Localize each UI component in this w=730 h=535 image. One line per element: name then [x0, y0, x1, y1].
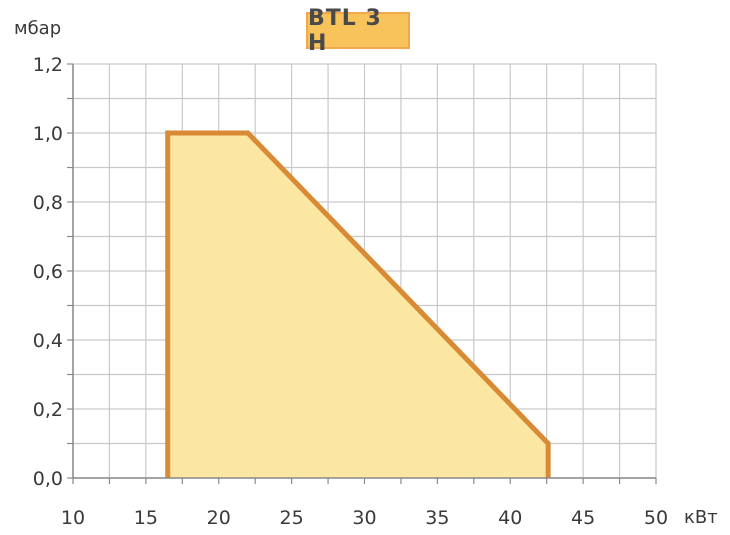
x-tick-label: 35 [425, 507, 449, 529]
x-tick-label: 25 [280, 507, 304, 529]
axes [67, 63, 657, 484]
y-tick-label: 0,0 [33, 468, 63, 490]
x-tick-label: 40 [498, 507, 522, 529]
y-tick-label: 0,8 [33, 192, 63, 214]
working-area [165, 130, 551, 478]
working-area-outline [165, 130, 551, 478]
y-axis-label: мбар [14, 18, 61, 39]
chart-title-box: BTL 3 H [306, 6, 410, 56]
x-tick-label: 50 [644, 507, 668, 529]
y-axis-ticks: 0,0 0,2 0,4 0,6 0,8 1,0 1,2 [33, 54, 63, 490]
y-tick-label: 1,2 [33, 54, 63, 76]
x-tick-label: 20 [207, 507, 231, 529]
x-axis-label: кВт [684, 507, 718, 528]
x-tick-label: 45 [571, 507, 595, 529]
x-tick-label: 10 [61, 507, 85, 529]
y-tick-label: 0,2 [33, 399, 63, 421]
y-tick-label: 0,4 [33, 330, 63, 352]
x-tick-label: 15 [134, 507, 158, 529]
chart-title: BTL 3 H [308, 5, 382, 56]
x-tick-label: 30 [352, 507, 376, 529]
y-tick-label: 0,6 [33, 261, 63, 283]
y-tick-label: 1,0 [33, 123, 63, 145]
x-axis-ticks: 10 15 20 25 30 35 40 45 50 [61, 507, 668, 529]
working-area-fill [167, 133, 549, 478]
